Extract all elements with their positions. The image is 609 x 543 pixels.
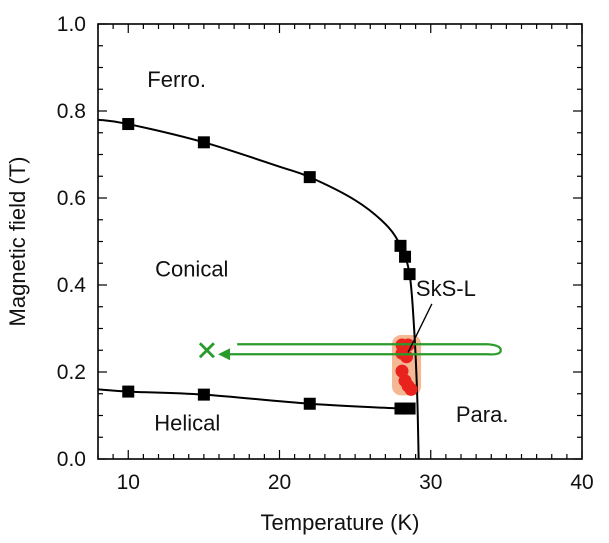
region-label-ferro: Ferro. xyxy=(147,67,206,92)
lower-boundary-point xyxy=(403,402,416,415)
lower-boundary-point xyxy=(303,397,316,410)
x-axis-label: Temperature (K) xyxy=(261,510,420,535)
upper-boundary-point xyxy=(197,136,210,149)
y-tick-label: 0.6 xyxy=(57,187,86,210)
upper-boundary-point xyxy=(394,239,407,252)
upper-boundary-point xyxy=(403,268,416,281)
plot-layer: 10 20 30 40 0.0 0.2 0.4 0.6 0.8 1.0 xyxy=(57,13,594,494)
region-label-helical: Helical xyxy=(154,411,220,436)
upper-boundary-line xyxy=(98,118,420,459)
y-axis-label: Magnetic field (T) xyxy=(5,157,30,327)
field-sweep-path xyxy=(222,343,502,356)
field-sweep-start-marker xyxy=(198,342,215,359)
upper-boundary-point xyxy=(303,171,316,184)
y-tick-label: 0.8 xyxy=(57,100,86,123)
y-tick-label: 0.0 xyxy=(57,448,86,471)
x-tick-label: 30 xyxy=(419,471,442,494)
lower-boundary-line xyxy=(98,388,412,410)
sksl-leader-line xyxy=(407,303,433,353)
field-sweep-arrowhead xyxy=(218,348,231,361)
lower-boundary-point xyxy=(394,402,407,415)
skyrmion-point xyxy=(404,382,418,396)
labels-layer: Ferro. Conical Helical Para. SkS-L xyxy=(147,67,508,436)
upper-boundary-point xyxy=(122,118,135,131)
marks-layer xyxy=(98,118,502,459)
upper-boundary-point xyxy=(399,250,412,263)
skyrmion-point xyxy=(400,350,414,364)
y-tick-label: 0.4 xyxy=(57,274,87,297)
lower-boundary-point xyxy=(197,388,210,401)
lower-boundary-point xyxy=(122,385,135,398)
region-label-para: Para. xyxy=(456,402,509,427)
x-tick-label: 40 xyxy=(570,471,593,494)
region-label-conical: Conical xyxy=(155,256,228,281)
y-tick-label: 0.2 xyxy=(57,361,86,384)
y-tick-label: 1.0 xyxy=(57,13,86,36)
region-label-sksl: SkS-L xyxy=(416,276,476,301)
x-tick-label: 10 xyxy=(117,471,140,494)
x-tick-label: 20 xyxy=(268,471,291,494)
